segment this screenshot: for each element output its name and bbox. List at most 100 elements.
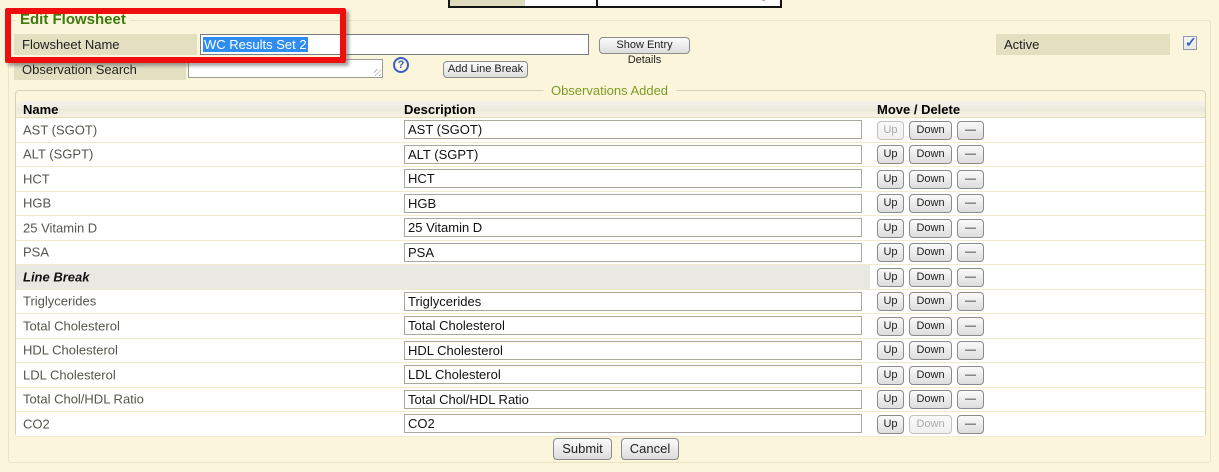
- row-delete-button[interactable]: —: [957, 169, 984, 189]
- row-down-button[interactable]: Down: [909, 341, 952, 360]
- row-name: HDL Cholesterol: [23, 342, 118, 358]
- observation-row: ALT (SGPT) Up Down —: [16, 142, 1205, 167]
- row-description-input[interactable]: [404, 242, 862, 262]
- row-up-button[interactable]: Up: [877, 267, 904, 287]
- clipped-top-row: Comments: 08-11-2016 Do not release info…: [0, 0, 1219, 9]
- observation-row: Total Chol/HDL Ratio Up Down —: [16, 387, 1205, 412]
- observation-row: AST (SGOT) Up Down —: [16, 118, 1205, 143]
- flowsheet-name-input[interactable]: WC Results Set 2: [200, 34, 589, 55]
- row-up-button[interactable]: Up: [877, 218, 904, 238]
- row-down-button: Down: [909, 414, 952, 434]
- observation-row: LDL Cholesterol Up Down —: [16, 363, 1205, 388]
- row-up-button[interactable]: Up: [877, 169, 904, 189]
- observation-row: 25 Vitamin D Up Down —: [16, 216, 1205, 241]
- row-down-button[interactable]: Down: [909, 145, 952, 164]
- help-icon[interactable]: ?: [393, 57, 409, 73]
- observation-search-input[interactable]: [188, 59, 383, 78]
- row-down-button[interactable]: Down: [909, 267, 952, 287]
- row-down-button[interactable]: Down: [909, 316, 952, 336]
- row-up-button[interactable]: Up: [877, 194, 904, 213]
- row-delete-button[interactable]: —: [957, 218, 984, 238]
- row-description-input[interactable]: [404, 144, 862, 164]
- row-description-input[interactable]: [404, 414, 862, 433]
- row-up-button[interactable]: Up: [877, 365, 904, 385]
- row-delete-button[interactable]: —: [957, 341, 984, 360]
- row-down-button[interactable]: Down: [909, 292, 952, 311]
- observation-row: CO2 Up Down —: [16, 412, 1205, 437]
- row-description-input[interactable]: [404, 340, 862, 360]
- observation-search-label: Observation Search: [14, 59, 186, 80]
- observations-added-fieldset: Name Description Move / Delete AST (SGOT…: [15, 90, 1206, 437]
- row-down-button[interactable]: Down: [909, 194, 952, 213]
- flowsheet-name-label: Flowsheet Name: [14, 34, 197, 55]
- row-delete-button[interactable]: —: [957, 120, 984, 140]
- row-name: 25 Vitamin D: [23, 220, 98, 236]
- row-name: Total Cholesterol: [23, 318, 120, 334]
- row-down-button[interactable]: Down: [909, 169, 952, 189]
- row-up-button[interactable]: Up: [877, 341, 904, 360]
- observation-row: Triglycerides Up Down —: [16, 289, 1205, 314]
- row-delete-button[interactable]: —: [957, 390, 984, 409]
- patient-alert-link[interactable]: Do not release info to siblings!: [598, 0, 782, 8]
- submit-button[interactable]: Submit: [553, 438, 612, 460]
- row-description-input[interactable]: [404, 291, 862, 311]
- row-description-input[interactable]: [404, 120, 862, 139]
- row-up-button[interactable]: Up: [877, 243, 904, 262]
- column-header-name: Name: [23, 102, 59, 117]
- row-name: Total Chol/HDL Ratio: [23, 391, 144, 407]
- row-down-button[interactable]: Down: [909, 218, 952, 238]
- row-down-button[interactable]: Down: [909, 390, 952, 409]
- row-name: Line Break: [23, 269, 90, 285]
- resize-grip-icon: [374, 69, 381, 76]
- row-up-button[interactable]: Up: [877, 414, 904, 434]
- row-name: CO2: [23, 416, 50, 432]
- row-description-input[interactable]: [404, 193, 862, 213]
- observations-added-legend: Observations Added: [542, 83, 677, 98]
- row-delete-button[interactable]: —: [957, 316, 984, 336]
- row-name: HGB: [23, 195, 52, 211]
- column-header-move-delete: Move / Delete: [877, 102, 961, 117]
- show-entry-details-button[interactable]: Show Entry Details: [599, 37, 690, 66]
- line-break-band: [16, 265, 870, 289]
- row-down-button[interactable]: Down: [909, 120, 952, 140]
- add-line-break-button[interactable]: Add Line Break: [443, 61, 528, 78]
- row-description-input[interactable]: [404, 218, 862, 237]
- row-down-button[interactable]: Down: [909, 243, 952, 262]
- row-delete-button[interactable]: —: [957, 194, 984, 213]
- checkmark-icon: ✓: [1185, 34, 1197, 50]
- row-up-button[interactable]: Up: [877, 292, 904, 311]
- comments-label: Comments:: [448, 0, 527, 8]
- active-checkbox[interactable]: ✓: [1183, 34, 1197, 50]
- row-up-button[interactable]: Up: [877, 145, 904, 164]
- comments-date-field[interactable]: 08-11-2016: [525, 0, 598, 8]
- row-delete-button[interactable]: —: [957, 414, 984, 434]
- flowsheet-name-selected-text: WC Results Set 2: [203, 37, 308, 52]
- row-delete-button[interactable]: —: [957, 365, 984, 385]
- cancel-button[interactable]: Cancel: [621, 438, 679, 460]
- row-up-button: Up: [877, 120, 904, 140]
- row-up-button[interactable]: Up: [877, 390, 904, 409]
- row-description-input[interactable]: [404, 389, 862, 409]
- row-name: ALT (SGPT): [23, 146, 94, 162]
- row-delete-button[interactable]: —: [957, 145, 984, 164]
- observations-table-header: Name Description Move / Delete: [16, 101, 1205, 118]
- row-delete-button[interactable]: —: [957, 292, 984, 311]
- column-header-description: Description: [404, 102, 476, 117]
- row-up-button[interactable]: Up: [877, 316, 904, 336]
- observation-row: HDL Cholesterol Up Down —: [16, 338, 1205, 363]
- row-down-button[interactable]: Down: [909, 365, 952, 385]
- row-description-input[interactable]: [404, 365, 862, 384]
- row-name: PSA: [23, 244, 50, 260]
- row-name: Triglycerides: [23, 293, 97, 309]
- row-description-input[interactable]: [404, 169, 862, 188]
- observations-table: Name Description Move / Delete AST (SGOT…: [16, 101, 1205, 437]
- page-title: Edit Flowsheet: [16, 11, 130, 28]
- row-description-input[interactable]: [404, 316, 862, 335]
- observations-table-body: AST (SGOT) Up Down — ALT (SGPT) Up Down …: [16, 118, 1205, 437]
- row-delete-button[interactable]: —: [957, 267, 984, 287]
- observation-row: HGB Up Down —: [16, 191, 1205, 216]
- observation-row: Line Break Up Down —: [16, 265, 1205, 290]
- edit-flowsheet-fieldset: [8, 20, 1211, 463]
- row-delete-button[interactable]: —: [957, 243, 984, 262]
